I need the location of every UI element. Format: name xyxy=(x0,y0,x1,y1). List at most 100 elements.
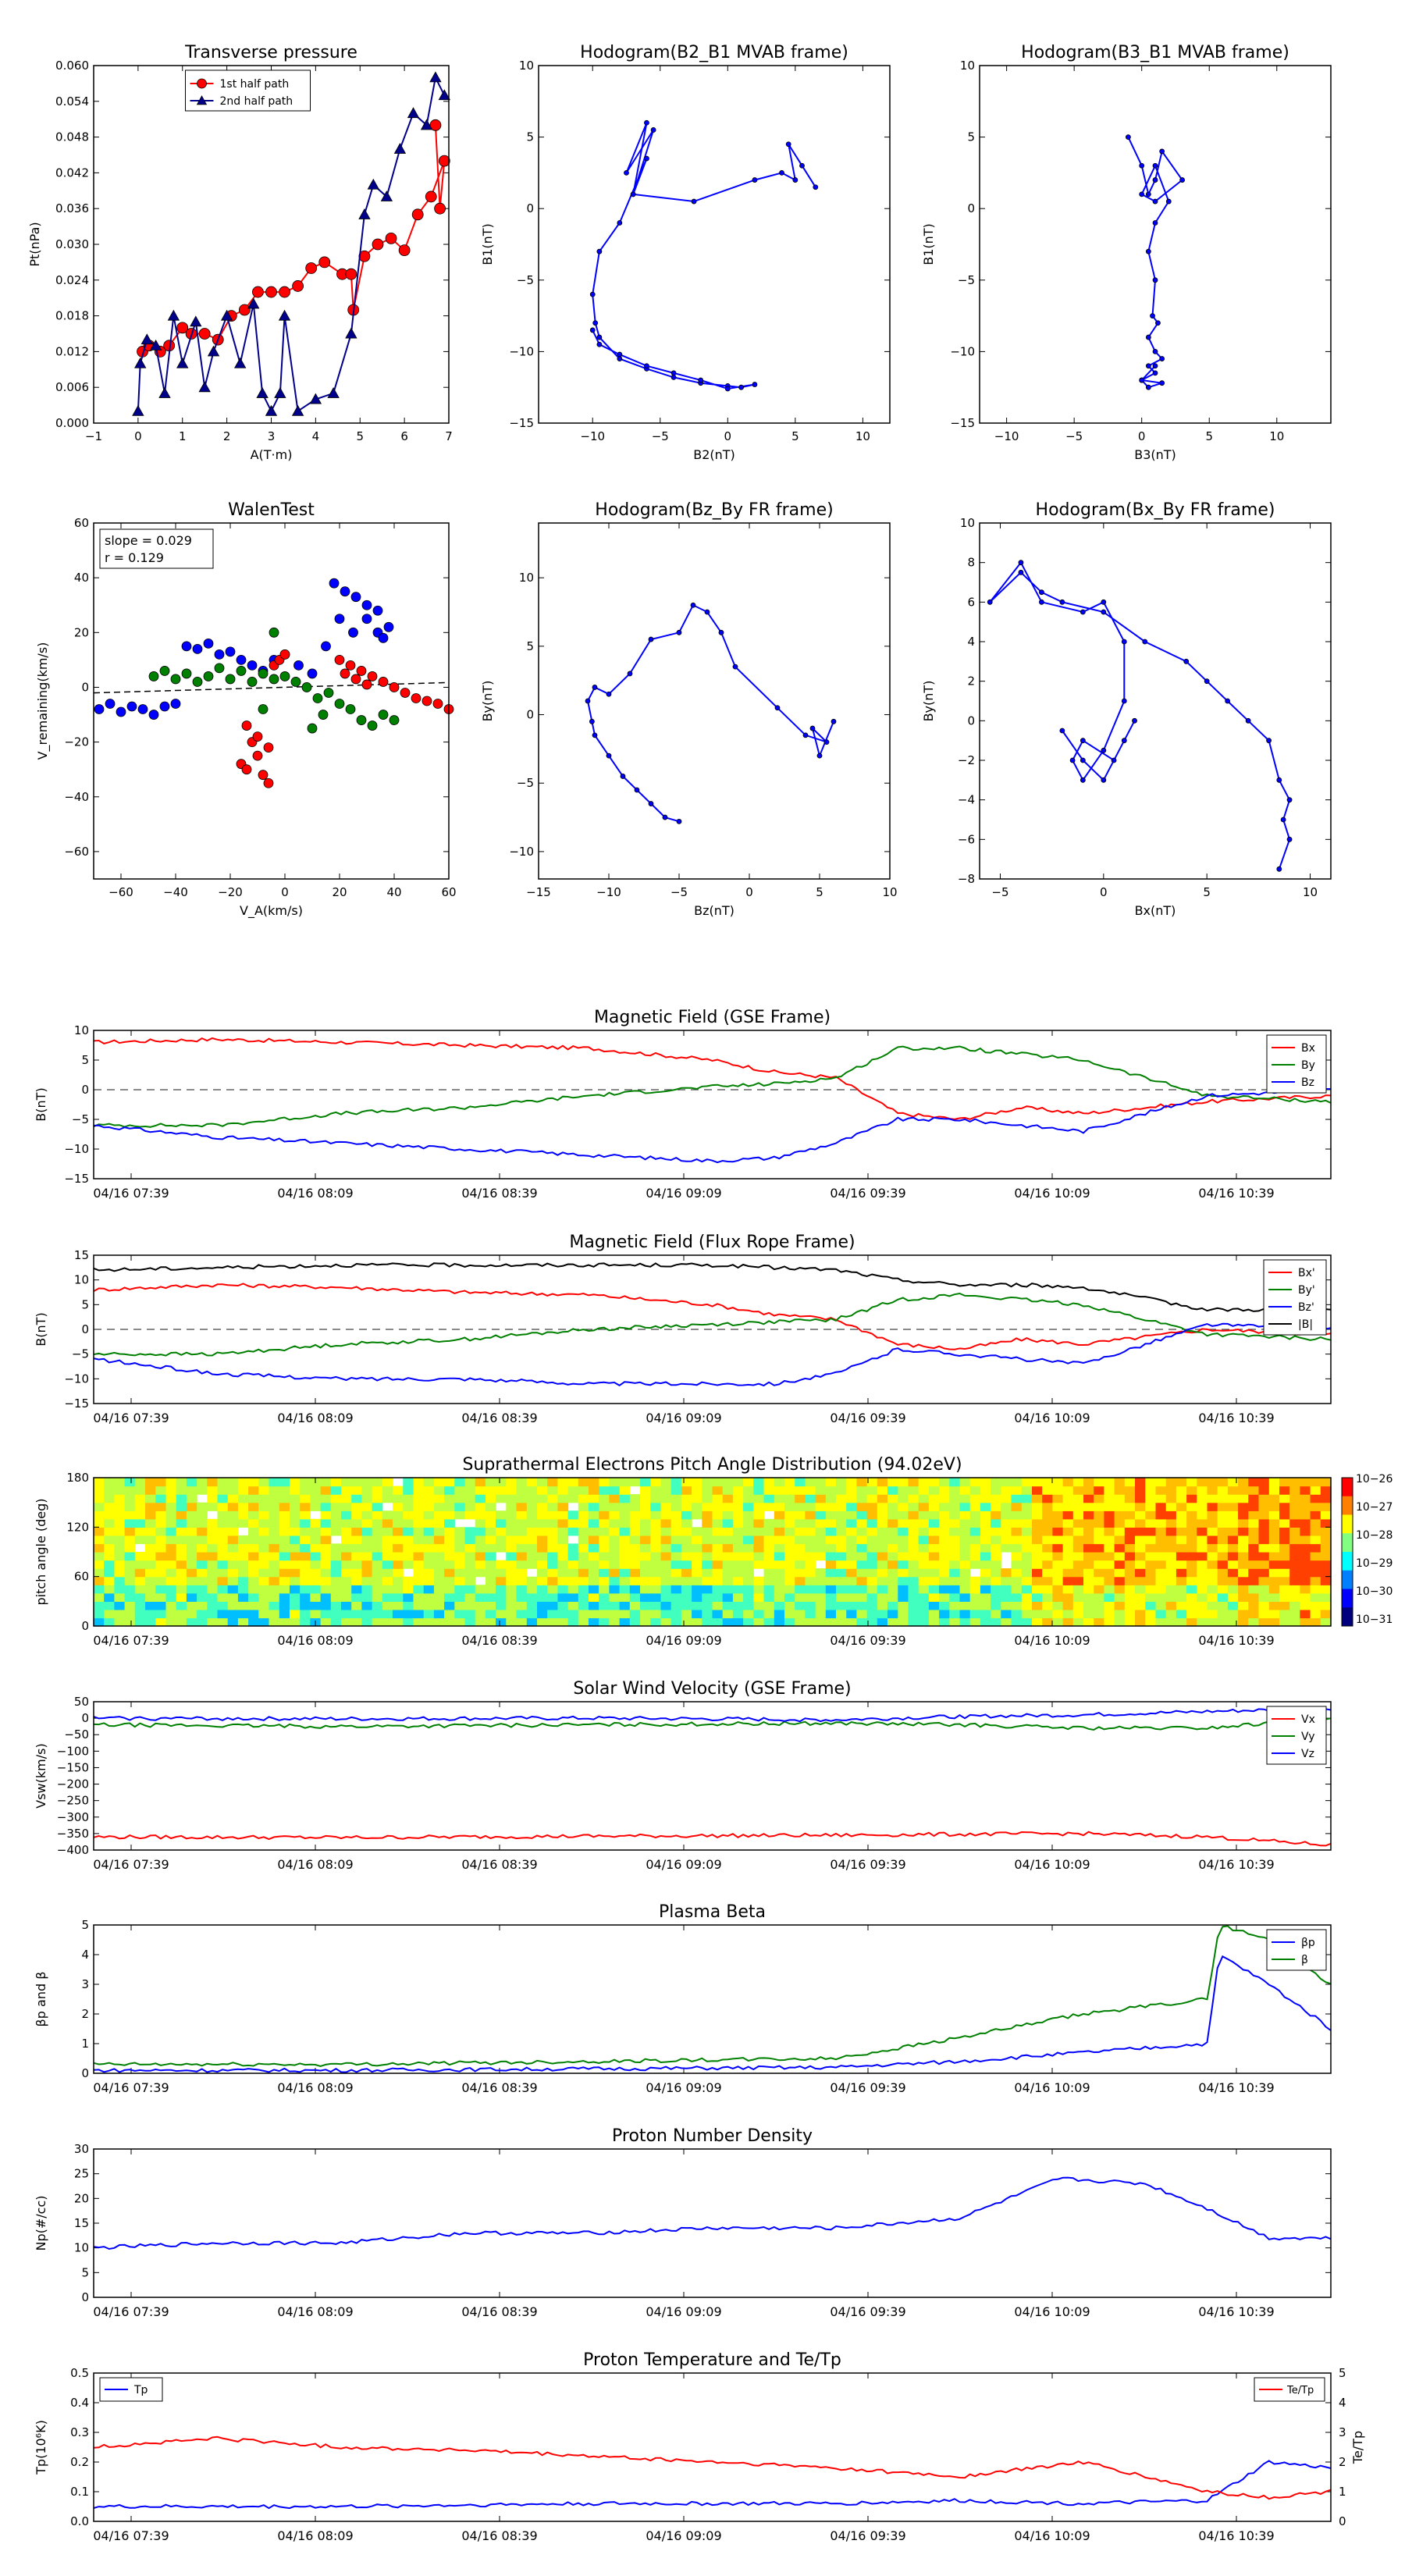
heat-cell xyxy=(681,1560,692,1569)
heat-cell xyxy=(1268,1601,1280,1610)
heat-cell xyxy=(1279,1585,1290,1594)
heat-cell xyxy=(1094,1478,1104,1487)
heat-cell xyxy=(413,1535,425,1545)
heat-cell xyxy=(1021,1552,1033,1561)
heat-cell xyxy=(1258,1518,1270,1528)
heat-cell xyxy=(928,1485,940,1495)
heat-cell xyxy=(599,1502,610,1511)
legend xyxy=(1266,1929,1327,1971)
data-point xyxy=(241,720,252,731)
heat-cell xyxy=(908,1601,919,1610)
y-tick-label: 8 xyxy=(967,556,975,570)
heat-cell xyxy=(1021,1494,1033,1503)
heat-cell xyxy=(836,1502,847,1511)
heat-cell xyxy=(290,1601,301,1610)
heat-cell xyxy=(712,1560,724,1569)
heat-cell xyxy=(506,1617,518,1627)
heat-cell xyxy=(567,1527,579,1536)
heat-cell xyxy=(567,1585,579,1594)
heat-cell xyxy=(403,1518,414,1528)
x-tick-label: 04/16 08:39 xyxy=(461,1857,537,1872)
heat-cell xyxy=(227,1527,239,1536)
data-point xyxy=(372,605,383,616)
heat-cell xyxy=(393,1609,404,1619)
heat-cell xyxy=(557,1601,569,1610)
data-point xyxy=(132,404,144,416)
data-point xyxy=(606,753,612,759)
heat-cell xyxy=(114,1585,126,1594)
heat-cell xyxy=(753,1601,765,1610)
heat-cell xyxy=(1258,1617,1270,1627)
heat-cell xyxy=(918,1502,930,1511)
heat-cell xyxy=(825,1510,837,1520)
heat-cell xyxy=(918,1510,930,1520)
data-point xyxy=(348,627,358,638)
heat-cell xyxy=(197,1478,208,1487)
y-tick-label: 0.012 xyxy=(55,344,89,358)
colorbar-tick-label: 10−26 xyxy=(1356,1473,1393,1485)
heat-cell xyxy=(330,1560,342,1569)
heat-cell xyxy=(1300,1601,1311,1610)
heat-cell xyxy=(351,1485,362,1495)
data-point xyxy=(312,693,323,703)
data-point xyxy=(592,685,598,690)
heat-cell xyxy=(732,1518,744,1528)
heat-cell xyxy=(526,1518,538,1528)
y-tick-label: −150 xyxy=(57,1760,89,1774)
heat-cell xyxy=(1227,1502,1239,1511)
data-point xyxy=(190,315,202,327)
heat-cell xyxy=(248,1585,259,1594)
heat-cell xyxy=(939,1552,950,1561)
axes-frame xyxy=(93,1254,1332,1404)
y-tick-label: −5 xyxy=(958,273,975,287)
heat-cell xyxy=(341,1543,352,1553)
heat-cell xyxy=(1279,1510,1290,1520)
heat-cell xyxy=(237,1560,249,1569)
heat-cell xyxy=(176,1576,187,1585)
data-point xyxy=(644,155,649,162)
heat-cell xyxy=(1217,1518,1229,1528)
data-point xyxy=(358,208,371,219)
heat-cell xyxy=(248,1543,259,1553)
heat-cell xyxy=(774,1617,785,1627)
heat-cell xyxy=(320,1478,332,1487)
heat-cell xyxy=(155,1543,167,1553)
heat-cell xyxy=(330,1527,342,1536)
heat-cell xyxy=(496,1568,507,1578)
heat-cell xyxy=(114,1601,126,1610)
data-point xyxy=(1155,320,1161,326)
heat-cell xyxy=(361,1560,373,1569)
heat-cell xyxy=(825,1601,837,1610)
heat-cell xyxy=(846,1568,857,1578)
heat-cell xyxy=(619,1601,631,1610)
heat-cell xyxy=(712,1494,724,1503)
heat-cell xyxy=(1021,1576,1033,1585)
heat-cell xyxy=(1052,1527,1064,1536)
heat-cell xyxy=(774,1601,785,1610)
heat-cell xyxy=(898,1609,909,1619)
heat-cell xyxy=(980,1601,991,1610)
heat-cell xyxy=(454,1609,466,1619)
heat-cell xyxy=(898,1485,909,1495)
heat-cell xyxy=(94,1560,105,1569)
colorbar-segment xyxy=(1342,1570,1353,1589)
heat-cell xyxy=(1145,1568,1157,1578)
heat-cell xyxy=(134,1527,146,1536)
heat-cell xyxy=(1268,1502,1280,1511)
data-point xyxy=(116,706,126,717)
heat-cell xyxy=(969,1601,981,1610)
heat-cell xyxy=(320,1585,332,1594)
y-tick-label: −200 xyxy=(57,1777,89,1791)
heat-cell xyxy=(454,1535,466,1545)
heat-cell xyxy=(114,1518,126,1528)
x-axis-label: Bz(nT) xyxy=(694,903,735,918)
heat-cell xyxy=(361,1502,373,1511)
heat-cell xyxy=(825,1535,837,1545)
x-tick-label: −60 xyxy=(108,885,133,899)
heat-cell xyxy=(557,1518,569,1528)
heat-cell xyxy=(969,1552,981,1561)
heat-cell xyxy=(1268,1478,1280,1487)
heat-cell xyxy=(578,1552,589,1561)
heat-cell xyxy=(836,1535,847,1545)
